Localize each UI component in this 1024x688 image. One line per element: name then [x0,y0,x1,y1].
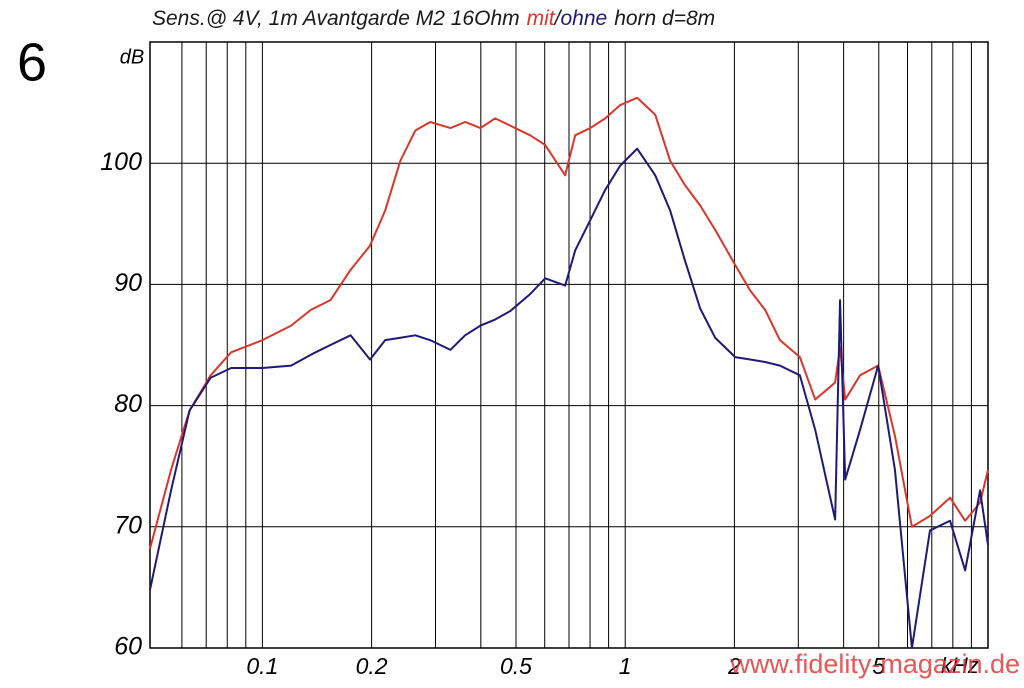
y-tick-label: 80 [114,390,142,418]
x-tick-label: 0.2 [356,653,388,679]
title-end: horn d=8m [614,7,715,30]
figure-number: 6 [17,32,47,92]
plot-frame [149,41,989,649]
y-axis-label: dB [120,46,144,68]
title-text: Sens.@ 4V, 1m Avantgarde M2 16Ohm [152,7,520,30]
series-line [149,96,989,549]
x-tick-label: 0.5 [500,653,532,679]
title-separator: / [553,7,563,30]
x-tick-label: 2 [727,653,741,679]
series-line [149,147,989,649]
y-tick-label: 70 [114,511,142,539]
y-tick-label: 60 [114,633,142,661]
x-tick-label: 0.1 [246,653,278,679]
y-tick-label: 90 [114,269,142,297]
y-tick-label: 100 [100,148,142,176]
x-axis-label: kHz [941,653,979,678]
legend-entry: ohne [560,7,607,30]
chart-title: Sens.@ 4V, 1m Avantgarde M2 16Ohm mit/ohn… [152,7,715,30]
x-tick-label: 1 [619,653,632,679]
legend-entry: mit [527,7,556,30]
x-tick-label: 5 [872,653,885,679]
plot-area: 0.1 0.2 0.5 1 2 5 60 70 80 90 100 [100,41,989,679]
watermark: www.fidelity-magazin.de [729,649,1020,679]
